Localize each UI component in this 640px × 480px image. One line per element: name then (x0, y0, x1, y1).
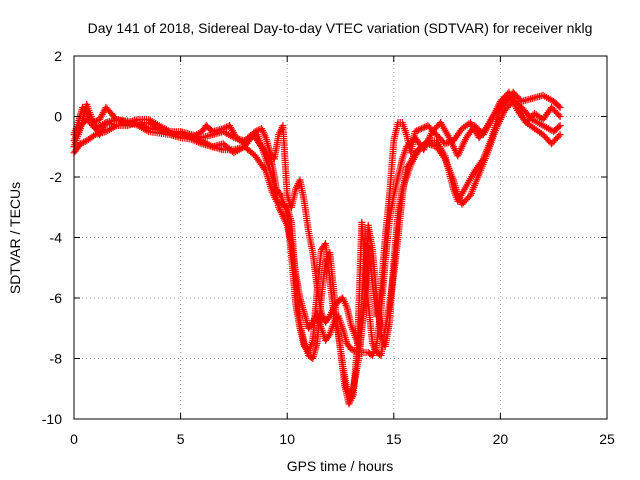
plus-marker (416, 125, 424, 133)
plus-marker (411, 128, 419, 136)
x-axis-label: GPS time / hours (287, 458, 394, 474)
plus-marker (441, 140, 449, 148)
y-tick-label: -6 (50, 290, 63, 306)
plus-marker (556, 103, 564, 111)
plus-marker (555, 123, 563, 131)
plus-marker (351, 347, 359, 355)
plus-marker (478, 157, 486, 165)
plus-marker (414, 126, 422, 134)
x-tick-label: 25 (599, 431, 615, 447)
plus-marker (556, 131, 564, 139)
y-tick-labels: -10 -8 -6 -4 -2 0 2 (42, 48, 62, 427)
plus-marker (418, 125, 426, 133)
data-markers (70, 88, 564, 408)
plus-marker (247, 134, 255, 142)
plus-marker (413, 127, 421, 135)
plus-marker (555, 102, 563, 110)
plus-marker (349, 346, 357, 354)
plus-marker (347, 345, 355, 353)
plus-marker (555, 132, 563, 140)
x-tick-label: 10 (279, 431, 295, 447)
y-tick-label: -8 (50, 351, 63, 367)
y-axis-label: SDTVAR / TECUs (7, 182, 23, 294)
plus-marker (80, 138, 88, 146)
plus-marker (325, 332, 333, 340)
y-tick-label: 2 (54, 48, 62, 64)
plus-marker (422, 122, 430, 130)
plus-marker (555, 111, 563, 119)
plus-marker (427, 141, 435, 149)
x-tick-label: 0 (70, 431, 78, 447)
plus-marker (556, 122, 564, 130)
y-tick-label: -2 (50, 169, 63, 185)
x-tick-label: 15 (386, 431, 402, 447)
plus-marker (78, 139, 86, 147)
y-tick-label: -10 (42, 411, 62, 427)
y-tick-label: 0 (54, 109, 62, 125)
axis-ticks (73, 55, 608, 420)
series-track-d (70, 88, 564, 359)
plus-marker (354, 348, 362, 356)
x-tick-label: 5 (177, 431, 185, 447)
plus-marker (76, 140, 84, 148)
x-tick-label: 20 (493, 431, 509, 447)
plus-marker (352, 347, 360, 355)
plus-marker (429, 142, 437, 150)
plus-marker (219, 125, 227, 133)
chart-title: Day 141 of 2018, Sidereal Day-to-day VTE… (88, 20, 593, 36)
plus-marker (556, 113, 564, 120)
plus-marker (90, 132, 98, 140)
x-tick-labels: 0 5 10 15 20 25 (70, 431, 615, 447)
y-tick-label: -4 (50, 230, 63, 246)
plus-marker (419, 124, 427, 132)
